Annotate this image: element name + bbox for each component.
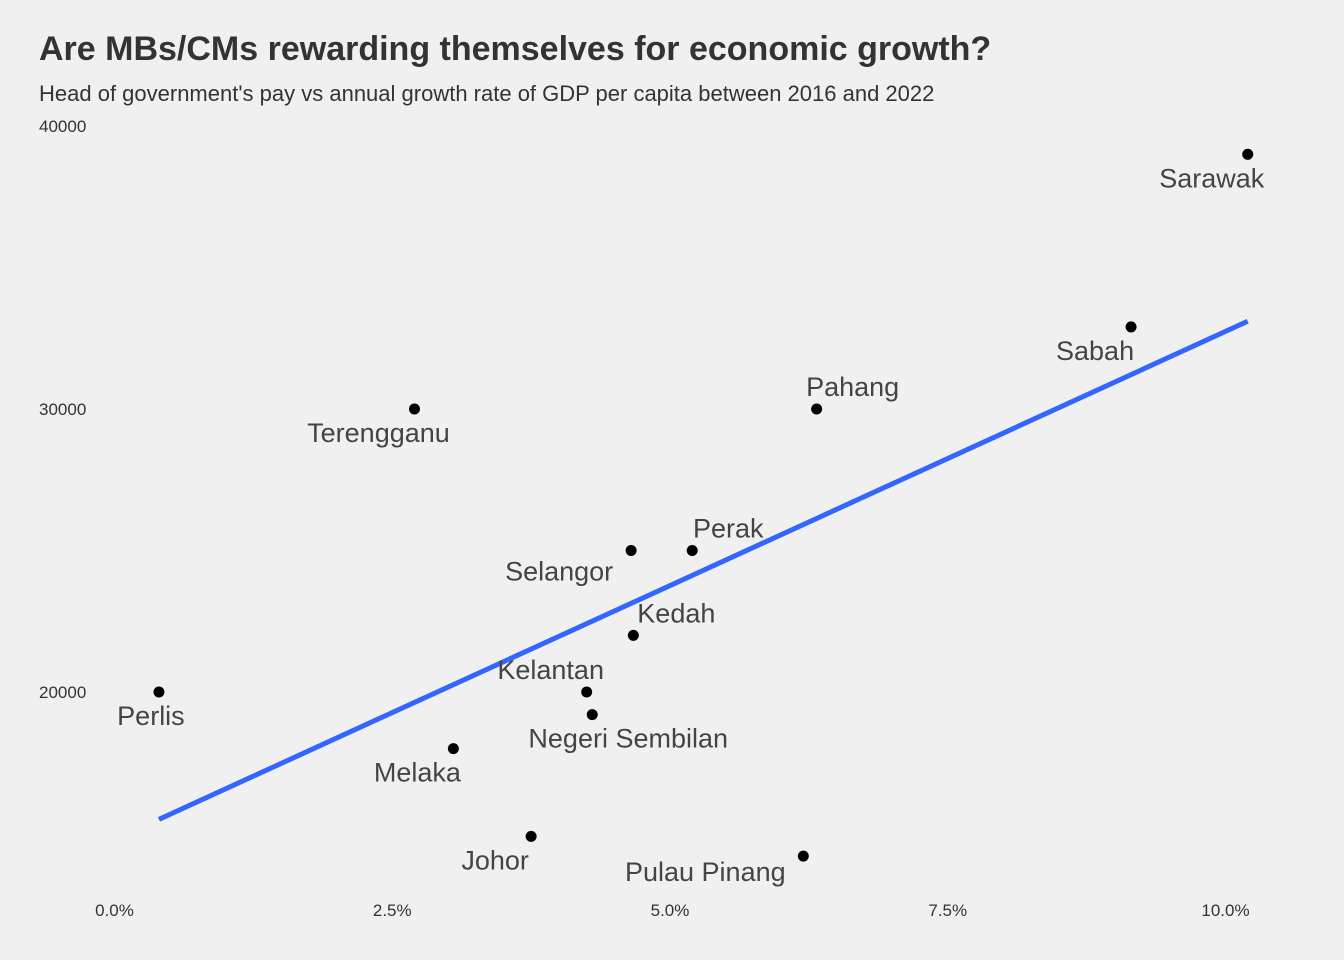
data-point xyxy=(447,743,459,755)
data-point xyxy=(811,403,823,415)
point-label: Sarawak xyxy=(1159,163,1265,193)
y-tick-label: 20000 xyxy=(39,683,86,702)
point-label: Pahang xyxy=(806,372,899,402)
point-label: Perak xyxy=(693,514,764,544)
chart-title: Are MBs/CMs rewarding themselves for eco… xyxy=(39,30,992,68)
y-axis: 20000 30000 40000 xyxy=(39,117,86,702)
point-label: Selangor xyxy=(505,557,613,587)
data-points xyxy=(153,148,1254,862)
point-label: Perlis xyxy=(117,701,185,731)
x-tick-label: 10.0% xyxy=(1201,901,1249,920)
y-tick-label: 30000 xyxy=(39,400,86,419)
data-point xyxy=(408,403,420,415)
y-tick-label: 40000 xyxy=(39,117,86,136)
data-point xyxy=(153,686,165,698)
point-label: Kedah xyxy=(637,598,715,628)
chart-subtitle: Head of government's pay vs annual growt… xyxy=(39,81,935,106)
trend-line-group xyxy=(157,318,1249,822)
point-label: Pulau Pinang xyxy=(625,857,786,887)
data-point xyxy=(686,545,698,556)
data-point xyxy=(586,709,598,721)
data-point xyxy=(797,850,809,862)
point-label: Sabah xyxy=(1056,336,1134,366)
data-point xyxy=(581,686,593,698)
x-tick-label: 5.0% xyxy=(651,901,690,920)
data-point xyxy=(525,830,537,842)
x-tick-label: 7.5% xyxy=(928,901,967,920)
point-label: Negeri Sembilan xyxy=(528,724,728,754)
data-point xyxy=(627,629,639,641)
data-point xyxy=(1242,148,1254,160)
point-labels: Perlis Terengganu Melaka Johor Kelantan Neger… xyxy=(117,163,1265,887)
x-tick-label: 2.5% xyxy=(373,901,412,920)
trend-line xyxy=(157,318,1249,822)
x-axis: 0.0% 2.5% 5.0% 7.5% 10.0% xyxy=(95,901,1249,920)
x-tick-label: 0.0% xyxy=(95,901,134,920)
data-point xyxy=(625,545,637,556)
point-label: Johor xyxy=(461,845,529,875)
data-point xyxy=(1125,321,1137,333)
point-label: Melaka xyxy=(374,758,462,788)
point-label: Terengganu xyxy=(307,418,450,448)
point-label: Kelantan xyxy=(497,655,604,685)
